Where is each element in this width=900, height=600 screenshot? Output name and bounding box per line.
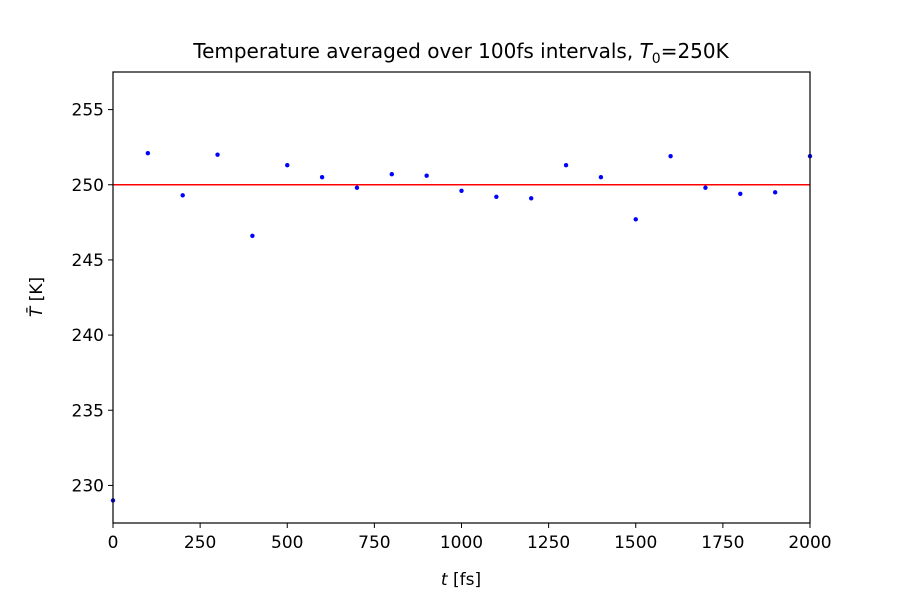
x-axis-unit: [fs]: [448, 570, 482, 590]
plot-area: [110, 150, 813, 503]
title-suffix: =250K: [661, 39, 730, 63]
data-point: [494, 194, 499, 199]
y-tick-label: 250: [72, 176, 104, 196]
title-variable: T: [640, 39, 654, 63]
chart-title: Temperature averaged over 100fs interval…: [192, 39, 729, 67]
y-axis-label: T̄ [K]: [25, 277, 47, 317]
y-tick-label: 255: [72, 101, 104, 121]
data-point: [563, 163, 569, 168]
data-point: [738, 191, 743, 196]
x-tick-label: 500: [271, 533, 303, 553]
data-point: [424, 173, 429, 178]
data-point: [354, 185, 360, 190]
y-tick-label: 235: [72, 401, 104, 421]
data-point: [703, 185, 708, 190]
axes-frame: [112, 71, 811, 524]
data-point: [215, 152, 220, 157]
data-point: [250, 233, 255, 239]
y-tick-label: 240: [72, 326, 104, 346]
data-point: [285, 163, 290, 168]
x-tick-label: 1000: [440, 533, 483, 553]
title-prefix: Temperature averaged over 100fs interval…: [192, 39, 639, 63]
axes-ticks: 0 250 500 750 1000 1250 1500 1750 2000 230 235 240 2…: [72, 101, 832, 553]
y-tick-label: 230: [72, 476, 104, 496]
x-tick-label: 1500: [614, 533, 657, 553]
y-tick-label: 245: [72, 251, 104, 271]
x-tick-label: 750: [358, 533, 390, 553]
data-point: [668, 153, 673, 159]
y-axis-variable: T̄: [25, 305, 47, 317]
title-subscript: 0: [652, 51, 661, 67]
data-point: [145, 150, 151, 156]
data-point: [598, 175, 604, 180]
data-point: [389, 172, 394, 177]
data-point: [180, 193, 185, 198]
x-tick-label: 250: [184, 533, 216, 553]
x-tick-label: 1250: [527, 533, 570, 553]
data-point: [772, 190, 778, 195]
data-point: [459, 188, 464, 193]
x-tick-label: 0: [108, 533, 119, 553]
x-axis-variable: t: [441, 570, 449, 590]
data-point: [633, 217, 638, 222]
x-tick-label: 2000: [788, 533, 831, 553]
y-axis-unit: [K]: [27, 277, 47, 307]
data-point: [529, 196, 534, 201]
x-axis-label: t [fs]: [441, 570, 481, 590]
data-point: [319, 175, 325, 180]
x-tick-label: 1750: [701, 533, 744, 553]
